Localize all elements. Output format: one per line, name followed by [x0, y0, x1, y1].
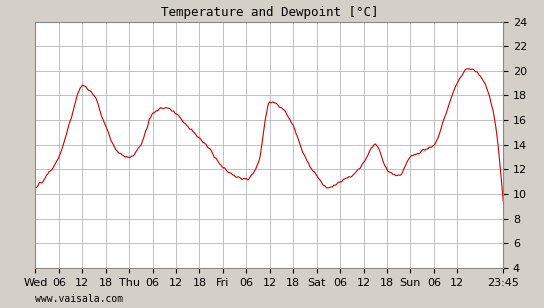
Text: www.vaisala.com: www.vaisala.com — [35, 294, 123, 304]
Title: Temperature and Dewpoint [°C]: Temperature and Dewpoint [°C] — [160, 6, 378, 19]
